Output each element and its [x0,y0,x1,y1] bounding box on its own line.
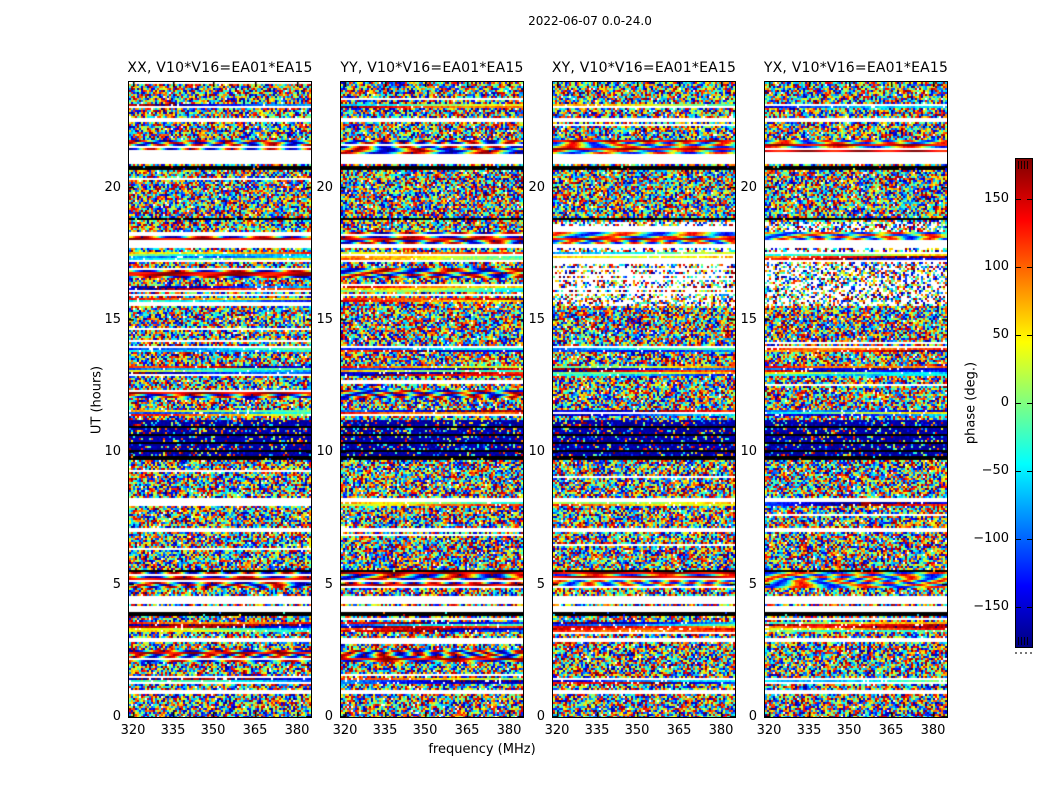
x-tick-label: 365 [878,723,904,738]
x-tick-label: 365 [666,723,692,738]
colorbar-tick-right [1027,266,1032,268]
colorbar-tick-left [1016,471,1021,473]
colorbar-label: phase (deg.) [963,361,979,445]
x-tick-label: 320 [120,723,146,738]
colorbar-tick-right [1027,198,1032,200]
y-tick-label: 20 [316,179,333,195]
x-tick-label: 335 [160,723,186,738]
x-tick-label: 335 [372,723,398,738]
heatmap-panel-3 [764,81,948,718]
y-tick-label: 0 [324,709,333,724]
figure-title: 2022-06-07 0.0-24.0 [528,14,652,28]
colorbar-tick-label: −150 [973,599,1009,615]
heatmap-panel-2 [552,81,736,718]
y-tick-label: 20 [528,179,545,195]
x-tick-label: 335 [584,723,610,738]
y-tick-label: 15 [316,312,333,328]
colorbar-tick-right [1027,471,1032,473]
y-tick-label: 0 [112,709,121,724]
colorbar-tick-left [1016,403,1021,404]
y-tick-label: 15 [528,312,545,328]
y-tick-label: 5 [112,576,121,592]
colorbar-tick-label: 50 [992,326,1009,342]
y-axis-label: UT (hours) [89,365,105,435]
heatmap-canvas-0 [129,82,311,717]
y-tick-label: 20 [104,179,121,195]
colorbar [1015,158,1033,648]
y-tick-label: 5 [324,576,333,592]
x-tick-label: 350 [200,723,226,738]
x-tick-label: 335 [796,723,822,738]
x-tick-label: 365 [454,723,480,738]
y-tick-label: 20 [740,179,757,195]
x-tick-label: 380 [920,723,946,738]
y-tick-label: 10 [528,444,545,460]
colorbar-tick-right [1027,607,1032,609]
colorbar-bottom-hatch [1018,637,1030,645]
x-axis-label: frequency (MHz) [428,742,536,757]
colorbar-top-hatch [1018,161,1030,169]
y-tick-label: 5 [536,576,545,592]
y-tick-label: 5 [748,576,757,592]
y-tick-label: 0 [536,709,545,724]
colorbar-tick-right [1027,334,1032,336]
colorbar-tick-label: −50 [981,463,1009,479]
x-tick-label: 350 [836,723,862,738]
heatmap-canvas-1 [341,82,523,717]
colorbar-underflow-dots [1015,652,1033,654]
colorbar-tick-right [1027,403,1032,404]
x-tick-label: 350 [624,723,650,738]
y-tick-label: 0 [748,709,757,724]
heatmap-canvas-3 [765,82,947,717]
colorbar-tick-label: 150 [984,190,1009,206]
colorbar-tick-label: −100 [973,531,1009,547]
colorbar-tick-left [1016,334,1021,336]
heatmap-panel-0 [128,81,312,718]
colorbar-tick-label: 0 [1000,395,1009,410]
y-tick-label: 15 [740,312,757,328]
x-tick-label: 320 [544,723,570,738]
panel-title-1: YY, V10*V16=EA01*EA15 [340,60,524,76]
x-tick-label: 320 [756,723,782,738]
colorbar-tick-right [1027,539,1032,541]
heatmap-canvas-2 [553,82,735,717]
x-tick-label: 380 [496,723,522,738]
y-tick-label: 10 [104,444,121,460]
y-tick-label: 15 [104,312,121,328]
colorbar-tick-label: 100 [984,258,1009,274]
panel-title-2: XY, V10*V16=EA01*EA15 [551,60,737,76]
panel-title-0: XX, V10*V16=EA01*EA15 [127,60,313,76]
colorbar-tick-left [1016,607,1021,609]
y-tick-label: 10 [740,444,757,460]
colorbar-tick-left [1016,266,1021,268]
heatmap-panel-1 [340,81,524,718]
colorbar-tick-left [1016,198,1021,200]
colorbar-tick-left [1016,539,1021,541]
x-tick-label: 380 [708,723,734,738]
x-tick-label: 350 [412,723,438,738]
y-tick-label: 10 [316,444,333,460]
panel-title-3: YX, V10*V16=EA01*EA15 [763,60,949,76]
x-tick-label: 380 [284,723,310,738]
x-tick-label: 320 [332,723,358,738]
x-tick-label: 365 [242,723,268,738]
